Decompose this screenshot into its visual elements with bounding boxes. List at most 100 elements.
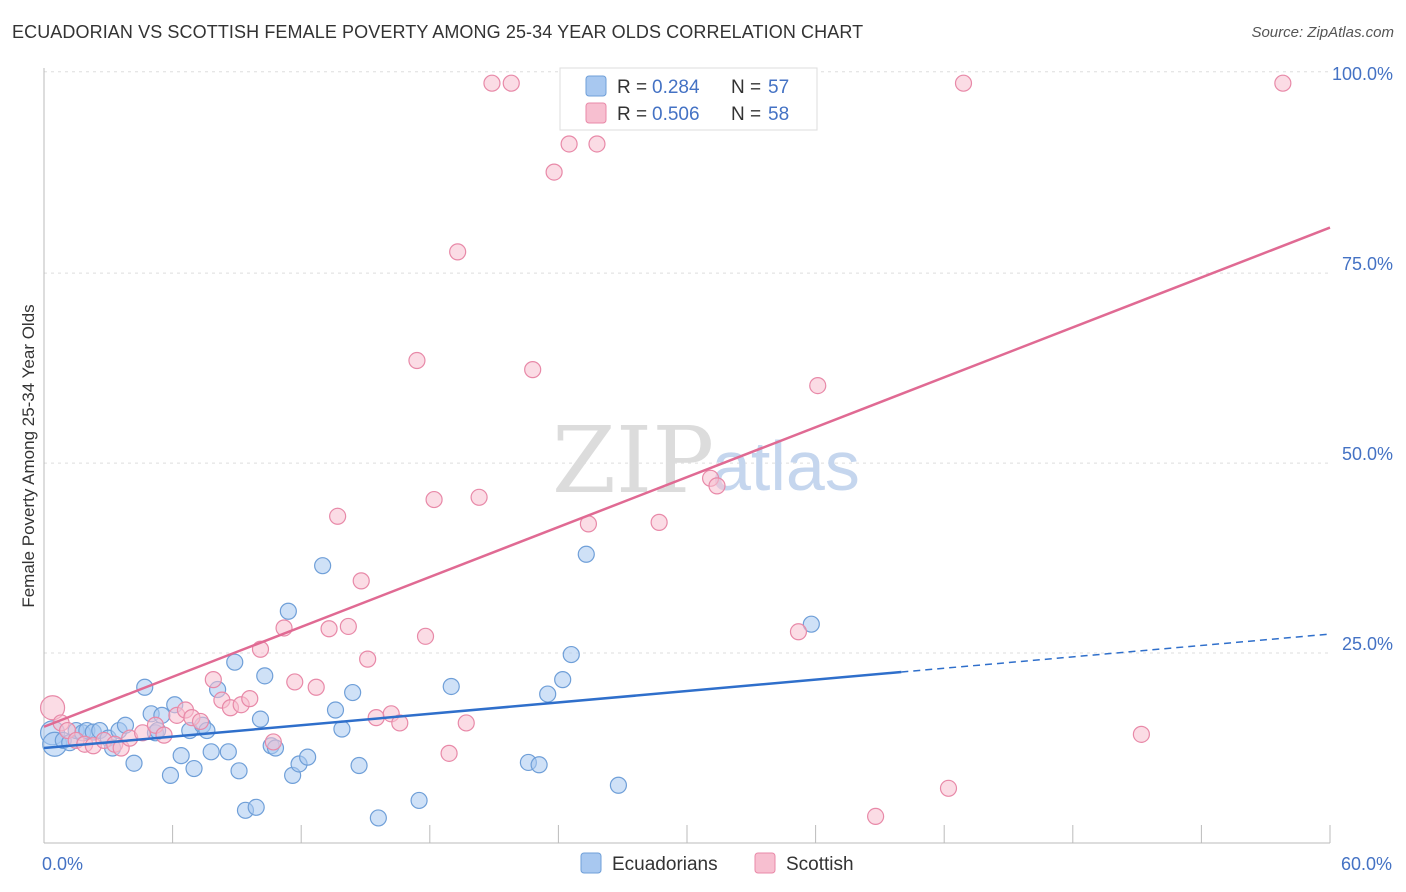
scottish-point-39 <box>449 243 467 261</box>
y-tick-label-25: 25.0% <box>1342 634 1393 654</box>
scottish-point-28 <box>329 507 347 525</box>
ecuadorians-point-41 <box>314 557 332 575</box>
source-credit: Source: ZipAtlas.com <box>1251 24 1394 41</box>
scottish-point-36 <box>416 627 435 645</box>
scottish-point-35 <box>408 351 426 370</box>
scottish-point-34 <box>391 714 409 732</box>
y-tick-label-75: 75.0% <box>1342 254 1393 274</box>
scottish-point-37 <box>425 490 443 509</box>
x-ticks <box>43 825 1331 843</box>
ecuadorians-point-43 <box>333 720 351 738</box>
ecuadorians-point-13 <box>125 754 143 772</box>
scottish-point-52 <box>789 623 808 641</box>
ecuadorians-point-52 <box>554 671 572 689</box>
ecuadorians-point-45 <box>350 756 368 775</box>
scottish-point-54 <box>867 807 885 826</box>
legend-top: R = 0.284 N = 57 R = 0.506 N = 58 <box>559 67 818 131</box>
series-ecuadorians-points <box>39 545 820 827</box>
trend-line-scottish <box>43 226 1331 728</box>
scottish-point-26 <box>307 678 325 696</box>
ecuadorians-point-50 <box>530 756 548 774</box>
ecuadorians-point-54 <box>577 545 595 563</box>
scottish-point-17 <box>204 671 222 689</box>
ecuadorians-point-40 <box>299 748 317 766</box>
trend-layer <box>43 226 1331 750</box>
legend-swatch-scottish <box>585 102 607 124</box>
legend-bottom-label-scottish: Scottish <box>786 854 854 875</box>
scottish-point-21 <box>241 690 259 708</box>
legend-r-value-ecuadorians: 0.284 <box>652 77 700 98</box>
scottish-point-42 <box>483 74 501 92</box>
scottish-point-23 <box>264 733 282 751</box>
trend-line-ecuadorians <box>43 670 902 750</box>
ecuadorians-point-42 <box>326 701 345 719</box>
scottish-point-58 <box>1274 74 1292 92</box>
scottish-point-41 <box>470 488 488 506</box>
legend-swatch-ecuadorians <box>585 75 607 97</box>
legend-bottom-label-ecuadorians: Ecuadorians <box>612 854 718 875</box>
scottish-point-45 <box>545 163 563 181</box>
x-tick-label-min: 0.0% <box>42 854 83 874</box>
scottish-point-53 <box>809 376 827 395</box>
ecuadorians-point-33 <box>251 710 270 728</box>
legend-n-value-scottish: 58 <box>768 104 789 125</box>
scottish-point-38 <box>440 744 458 762</box>
ecuadorians-point-28 <box>219 743 237 761</box>
scottish-point-56 <box>954 74 973 92</box>
series-scottish-points <box>39 74 1292 826</box>
ecuadorians-point-23 <box>185 759 203 778</box>
legend-r-label-ecuadorians: R = <box>617 77 647 98</box>
scottish-point-48 <box>588 135 606 153</box>
legend-r-label-scottish: R = <box>617 104 647 125</box>
ecuadorians-point-48 <box>442 677 460 696</box>
scottish-point-31 <box>359 650 377 668</box>
y-tick-labels: 25.0% 50.0% 75.0% 100.0% <box>1332 64 1393 654</box>
ecuadorians-point-55 <box>609 776 628 794</box>
chart-title: ECUADORIAN VS SCOTTISH FEMALE POVERTY AM… <box>12 22 864 42</box>
ecuadorians-point-53 <box>562 645 580 664</box>
y-tick-label-50: 50.0% <box>1342 444 1393 464</box>
scottish-point-29 <box>339 617 357 636</box>
watermark: ZIP atlas <box>552 407 860 514</box>
ecuadorians-point-26 <box>202 743 220 761</box>
scottish-point-40 <box>457 714 475 732</box>
ecuadorians-point-30 <box>230 762 248 780</box>
ecuadorians-point-32 <box>247 798 265 816</box>
ecuadorians-point-34 <box>256 667 274 685</box>
y-tick-label-100: 100.0% <box>1332 64 1393 84</box>
scottish-point-27 <box>320 620 338 638</box>
scottish-point-55 <box>939 779 958 797</box>
ecuadorians-point-37 <box>279 602 297 620</box>
watermark-zip: ZIP <box>552 407 714 514</box>
ecuadorians-point-46 <box>369 809 387 827</box>
scottish-point-43 <box>502 74 520 92</box>
legend-bottom-swatch-ecuadorians <box>580 852 602 874</box>
ecuadorians-point-51 <box>539 685 557 703</box>
scottish-point-30 <box>352 572 370 590</box>
scottish-point-10 <box>133 724 152 742</box>
scottish-point-12 <box>155 726 173 744</box>
legend-n-value-ecuadorians: 57 <box>768 77 789 98</box>
scottish-point-0 <box>39 695 66 721</box>
scottish-point-49 <box>650 513 668 531</box>
ecuadorians-point-47 <box>410 791 428 810</box>
ecuadorians-point-44 <box>344 683 362 702</box>
ecuadorians-point-29 <box>226 653 244 671</box>
scottish-point-25 <box>286 673 304 691</box>
scottish-point-46 <box>560 135 578 153</box>
legend-r-value-scottish: 0.506 <box>652 104 700 125</box>
legend-n-label-scottish: N = <box>731 104 761 125</box>
y-axis-title: Female Poverty Among 25-34 Year Olds <box>19 304 38 607</box>
legend-n-label-ecuadorians: N = <box>731 77 761 98</box>
scottish-point-44 <box>524 361 542 379</box>
legend-bottom-swatch-scottish <box>754 852 776 874</box>
scottish-point-51 <box>708 477 726 495</box>
legend-bottom: Ecuadorians Scottish <box>580 852 854 875</box>
ecuadorians-point-56 <box>802 615 820 633</box>
scottish-point-57 <box>1132 725 1150 743</box>
x-tick-label-max: 60.0% <box>1341 854 1392 874</box>
ecuadorians-point-19 <box>161 766 180 784</box>
scottish-point-16 <box>191 712 210 731</box>
ecuadorians-point-21 <box>172 747 190 765</box>
